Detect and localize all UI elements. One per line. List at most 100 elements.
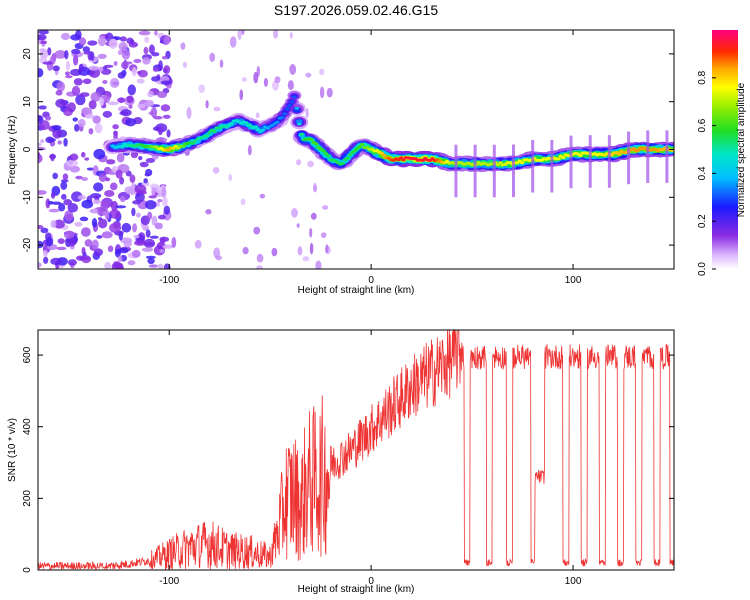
noise-blob xyxy=(97,53,107,60)
noise-blob xyxy=(145,200,157,210)
ridge-segment xyxy=(190,141,195,145)
noise-blob xyxy=(82,78,92,85)
noise-blob xyxy=(133,234,140,239)
noise-blob xyxy=(307,160,315,168)
ridge-streak xyxy=(511,144,515,198)
noise-blob xyxy=(247,144,252,156)
noise-blob xyxy=(322,205,329,210)
noise-blob xyxy=(125,118,137,127)
noise-blob xyxy=(75,94,86,106)
ridge-segment xyxy=(204,134,210,138)
noise-blob xyxy=(182,61,188,68)
ridge-segment xyxy=(280,115,285,119)
noise-blob xyxy=(84,239,93,247)
noise-blob xyxy=(57,238,65,244)
snr-panel: -100 0 100 0 200 400 600 Height of straight li… xyxy=(7,329,675,595)
ridge-segment xyxy=(352,149,358,153)
noise-blob xyxy=(87,50,93,61)
ridge-segment xyxy=(519,161,525,165)
noise-blob xyxy=(93,148,106,160)
noise-blob xyxy=(58,203,66,212)
snr-x-tick-label: 100 xyxy=(565,576,582,587)
noise-blob xyxy=(253,226,261,235)
noise-blob xyxy=(151,215,158,226)
noise-blob xyxy=(117,72,126,79)
noise-blob xyxy=(130,151,139,159)
noise-blob xyxy=(69,165,81,173)
noise-blob xyxy=(141,181,150,187)
noise-blob xyxy=(256,253,264,263)
noise-blob xyxy=(51,201,62,205)
noise-blob xyxy=(319,86,325,99)
noise-blob xyxy=(55,90,63,96)
noise-blob xyxy=(158,127,163,136)
noise-blob xyxy=(163,35,171,46)
ridge-segment xyxy=(192,139,198,143)
noise-blob xyxy=(115,205,127,209)
noise-blob xyxy=(138,156,143,161)
noise-blob xyxy=(107,101,119,106)
ridge-streak xyxy=(492,144,496,198)
noise-blob xyxy=(133,58,142,64)
noise-blob xyxy=(109,222,122,233)
noise-blob xyxy=(56,81,65,92)
noise-blob xyxy=(102,80,108,85)
noise-blob xyxy=(129,174,136,183)
noise-blob xyxy=(128,41,139,48)
noise-blob xyxy=(42,61,53,65)
noise-blob xyxy=(145,158,156,163)
noise-blob xyxy=(166,129,171,138)
ridge-segment xyxy=(299,132,304,136)
ridge-segment xyxy=(495,163,501,167)
noise-blob xyxy=(143,238,156,248)
ridge-streak xyxy=(569,135,573,189)
noise-blob xyxy=(90,91,101,103)
noise-blob xyxy=(152,67,159,72)
noise-blob xyxy=(127,260,136,266)
noise-blob xyxy=(309,242,314,255)
noise-blob xyxy=(38,240,44,249)
noise-blob xyxy=(65,60,71,71)
noise-blob xyxy=(219,59,224,68)
noise-blob xyxy=(60,193,67,200)
noise-blob xyxy=(107,245,114,253)
noise-blob xyxy=(92,115,101,124)
noise-blob xyxy=(81,246,86,255)
noise-blob xyxy=(38,225,44,230)
noise-blob xyxy=(313,184,318,193)
ridge-segment xyxy=(287,103,292,107)
noise-blob xyxy=(160,104,171,112)
snr-y-tick-label: 0 xyxy=(22,567,33,573)
noise-blob xyxy=(319,68,325,76)
chart-title: S197.2026.059.02.46.G15 xyxy=(274,2,438,18)
colorbar-tick-label: 0.0 xyxy=(697,262,708,276)
colorbar: 0.0 0.2 0.4 0.6 0.8 Normalized spectral ampl… xyxy=(697,30,747,276)
noise-blob xyxy=(157,198,163,203)
noise-blob xyxy=(38,34,47,41)
noise-blob xyxy=(145,229,151,238)
noise-blob xyxy=(147,211,153,220)
noise-blob xyxy=(162,114,171,119)
noise-blob xyxy=(127,84,136,96)
noise-blob xyxy=(162,244,174,249)
noise-blob xyxy=(98,217,103,221)
ridge-segment xyxy=(154,145,159,149)
noise-blob xyxy=(160,80,172,85)
noise-blob xyxy=(136,212,141,218)
ridge-segment xyxy=(498,161,503,165)
noise-blob xyxy=(63,138,68,147)
ridge-segment xyxy=(556,157,561,161)
snr-y-tick-label: 200 xyxy=(22,490,33,507)
noise-blob xyxy=(144,100,155,107)
noise-blob xyxy=(131,181,136,193)
noise-blob xyxy=(104,209,110,220)
colorbar-ticks: 0.0 0.2 0.4 0.6 0.8 xyxy=(697,70,716,276)
noise-blob xyxy=(73,78,83,86)
ridge-segment xyxy=(345,156,350,160)
noise-blob xyxy=(117,97,126,103)
noise-blob xyxy=(47,47,52,56)
noise-blob xyxy=(87,65,100,71)
noise-blob xyxy=(141,247,154,252)
noise-blob xyxy=(291,207,298,218)
